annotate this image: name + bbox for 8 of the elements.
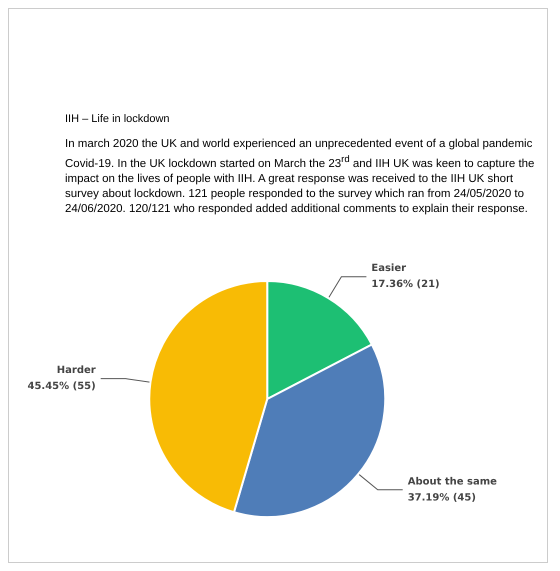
data-label: 17.36% (21): [371, 279, 440, 290]
slice-label: Harder: [56, 365, 96, 376]
chart-title: IIH – Life in lockdown: [65, 113, 171, 125]
slice-label: About the same: [408, 476, 498, 488]
data-label: 45.45% (55): [27, 381, 96, 392]
data-label: 37.19% (45): [408, 492, 476, 504]
slice-label: Easier: [371, 263, 406, 274]
chart-subtitle: In march 2020 the UK and world experienced an unprecedented event of a global pandemic Covid-19. In the UK lockdown started on March the 23$^{rd}$ and IIH UK was keen to capture the impact on the lives of people with IIH. A great response was received to the IIH UK short survey about lockdown. 121 people responded to the survey which ran from 24/05/2020 to 24/06/2020. 120/121 who responded added additional comments to explain their response.: [65, 137, 535, 217]
